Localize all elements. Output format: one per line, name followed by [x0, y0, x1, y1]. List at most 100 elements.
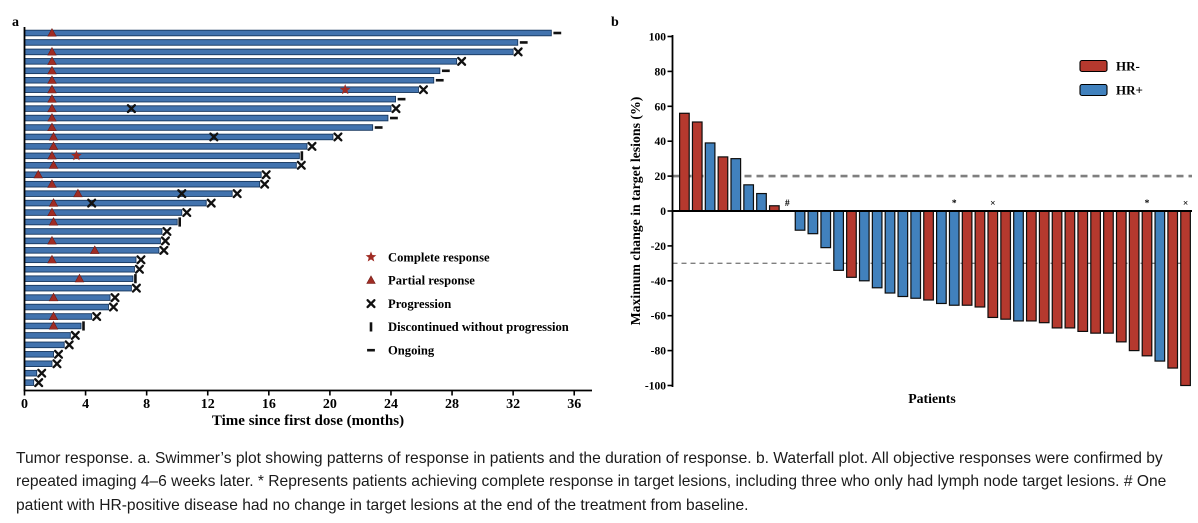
- waterfall-bar: [1077, 210, 1089, 333]
- progression-icon: [92, 311, 102, 322]
- swimmer-row: [24, 103, 401, 114]
- swimmer-bar: [24, 86, 419, 93]
- waterfall-y-tick-label: 0: [660, 206, 666, 218]
- partial-response-icon: [48, 292, 59, 302]
- swimmer-row: [24, 46, 523, 57]
- swimmer-x-tick-label: 12: [201, 397, 215, 412]
- partial-response-icon: [48, 131, 59, 141]
- waterfall-bar-mark: ×: [1183, 199, 1188, 209]
- swimmer-bar: [24, 369, 38, 377]
- swimmer-row: [24, 27, 562, 37]
- swimmer-row: [24, 150, 304, 161]
- swimmer-row: [24, 94, 406, 103]
- waterfall-bar: [846, 210, 857, 278]
- swimmer-row: [24, 122, 383, 131]
- progression-icon: [160, 236, 170, 246]
- partial-response-icon: [47, 27, 57, 37]
- swimmer-row: [24, 179, 270, 189]
- swimmer-row: [24, 216, 181, 227]
- swimmer-bar: [24, 180, 261, 188]
- swimmer-bar: [24, 114, 389, 122]
- complete-response-icon: [71, 150, 82, 161]
- swimmer-bar: [24, 171, 262, 178]
- progression-icon: [134, 264, 144, 274]
- swimmer-bar: [24, 218, 178, 226]
- discontinued-icon: [178, 217, 181, 227]
- waterfall-bar: [1038, 210, 1050, 324]
- progression-icon: [457, 56, 467, 66]
- waterfall-y-tick-label: -100: [645, 381, 666, 393]
- partial-response-icon: [33, 169, 43, 179]
- swimmer-row: [24, 264, 144, 274]
- progression-icon: [366, 299, 376, 309]
- swimmer-bar: [24, 237, 161, 245]
- discontinued-icon: [300, 151, 304, 161]
- progression-icon: [87, 198, 97, 208]
- swimmer-row: [24, 311, 102, 322]
- complete-response-icon: [339, 84, 351, 95]
- progression-icon: [391, 104, 401, 114]
- waterfall-bar: [1103, 210, 1114, 334]
- swimmer-row: [24, 113, 398, 122]
- swimmer-row: [24, 254, 146, 265]
- waterfall-legend-swatch: [1079, 83, 1108, 97]
- swimmer-row: [24, 56, 467, 66]
- waterfall-y-tick-label: 20: [655, 171, 667, 183]
- waterfall-bar: [987, 210, 999, 319]
- swimmer-x-tick-label: 24: [384, 397, 398, 412]
- progression-icon: [126, 104, 136, 114]
- waterfall-bar: [858, 210, 870, 282]
- swimmer-bar: [24, 256, 137, 264]
- progression-icon: [296, 160, 306, 170]
- waterfall-bar: [935, 210, 947, 305]
- swimmer-legend: Complete response Partial response Progres…: [365, 250, 569, 358]
- swimmer-bar: [24, 190, 233, 197]
- waterfall-bar: [807, 210, 819, 235]
- swimmer-plot: a 0 4 8 12 16 20 24 28 32 36 Time since first dose …: [12, 15, 592, 429]
- waterfall-y-tick-label: -20: [651, 241, 667, 253]
- swimmer-x-tick-label: 28: [445, 397, 459, 412]
- swimmer-row: [24, 273, 137, 284]
- waterfall-bar: [1013, 210, 1024, 322]
- waterfall-bar: [1167, 210, 1179, 369]
- discontinued-icon: [134, 274, 137, 284]
- waterfall-bar: [884, 210, 896, 294]
- swimmer-x-tick-label: 8: [143, 397, 150, 412]
- swimmer-bar: [24, 360, 53, 368]
- partial-response-icon: [47, 94, 57, 103]
- swimmer-legend-label: Discontinued without progression: [388, 320, 569, 334]
- swimmer-x-tick-label: 16: [262, 397, 276, 412]
- swimmer-bar: [24, 133, 334, 141]
- swimmer-row: [24, 131, 343, 142]
- swimmer-x-axis-label: Time since first dose (months): [212, 413, 404, 429]
- waterfall-y-tick-label: 40: [655, 136, 667, 148]
- partial-response-icon: [47, 75, 57, 84]
- waterfall-plot: b # * × * × 100 80 60 40 20 0 -20 -40 -60 -80 -100 Maximu…: [611, 15, 1192, 406]
- swimmer-bar: [24, 351, 54, 358]
- partial-response-icon: [47, 122, 57, 131]
- swimmer-bar: [24, 95, 397, 103]
- partial-response-icon: [48, 320, 59, 330]
- swimmer-bar: [24, 228, 163, 235]
- swimmer-row: [24, 349, 64, 359]
- progression-icon: [232, 189, 242, 199]
- progression-icon: [70, 330, 80, 340]
- swimmer-row: [24, 359, 62, 369]
- waterfall-y-tick-label: 60: [655, 101, 667, 113]
- waterfall-bar: [1051, 210, 1063, 329]
- partial-response-icon: [74, 273, 85, 283]
- waterfall-y-tick-label: -80: [651, 346, 667, 358]
- swimmer-row: [24, 226, 172, 236]
- swimmer-row: [24, 283, 141, 293]
- progression-icon: [159, 245, 169, 255]
- swimmer-x-tick-label: 32: [506, 397, 520, 412]
- waterfall-bar: [910, 210, 922, 299]
- swimmer-bar: [24, 341, 65, 349]
- progression-icon: [37, 368, 47, 378]
- waterfall-legend-label: HR-: [1116, 58, 1140, 73]
- waterfall-bar: [691, 121, 703, 212]
- swimmer-row: [24, 65, 450, 75]
- progression-icon: [53, 349, 64, 359]
- waterfall-bar: [1064, 210, 1076, 329]
- waterfall-bar: [1115, 210, 1127, 343]
